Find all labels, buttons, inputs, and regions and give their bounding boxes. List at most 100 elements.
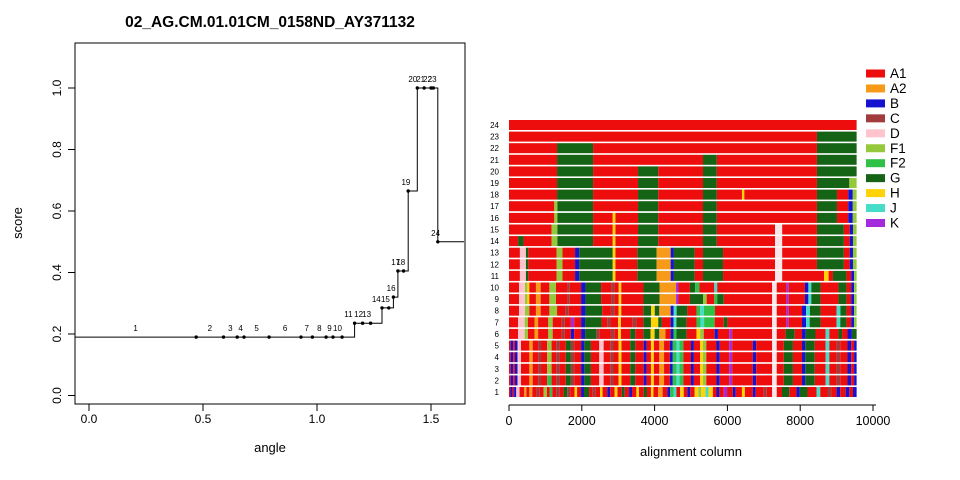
alignment-segment [847,375,852,386]
alignment-segment [635,363,644,374]
alignment-segment [540,305,550,316]
alignment-segment [799,387,808,397]
alignment-segment [851,363,855,374]
alignment-segment [517,363,522,374]
alignment-segment [543,387,547,397]
alignment-row: 15 [490,224,857,235]
alignment-segment [643,282,660,293]
alignment-segment [509,224,552,235]
alignment-segment [703,236,717,247]
alignment-segment [708,387,713,397]
x-axis-tick-label: 1.0 [309,412,326,426]
alignment-segment [849,178,857,188]
alignment-segment [836,212,849,223]
alignment-segment [703,247,724,258]
alignment-segment [792,340,803,351]
alignment-segment [570,328,575,339]
alignment-segment [581,340,585,351]
alignment-segment [755,387,764,397]
row-label: 24 [490,121,499,130]
alignment-segment [509,189,558,200]
alignment-segment [564,328,571,339]
alignment-segment [535,282,541,293]
alignment-segment [509,340,511,351]
alignment-segment [704,317,715,328]
alignment-segment [612,270,616,281]
alignment-segment [570,352,575,363]
alignment-segment [664,375,670,386]
alignment-segment [518,317,525,328]
alignment-segment [612,224,616,235]
alignment-segment [693,363,701,374]
alignment-segment [814,375,826,386]
alignment-segment [847,352,852,363]
alignment-segment [729,340,733,351]
alignment-segment [816,131,857,142]
alignment-segment [851,340,855,351]
point-label: 18 [396,258,405,267]
alignment-segment [703,340,707,351]
alignment-segment [804,294,809,305]
alignment-segment [825,375,830,386]
alignment-segment [525,259,529,270]
alignment-segment [612,247,616,258]
alignment-segment [691,375,694,386]
alignment-segment [610,375,614,386]
legend-swatch [866,114,885,123]
alignment-segment [618,352,622,363]
alignment-segment [811,294,821,305]
alignment-segment [703,270,724,281]
legend-swatch [866,189,885,198]
alignment-segment [806,305,810,316]
alignment-segment [559,387,564,397]
alignment-segment [836,317,841,328]
alignment-segment [556,340,560,351]
alignment-segment [783,352,793,363]
data-point [235,335,239,339]
alignment-segment [696,328,701,339]
alignment-segment [756,340,773,351]
alignment-segment [636,317,644,328]
alignment-segment [716,363,720,374]
alignment-segment [599,328,611,339]
alignment-segment [561,328,565,339]
alignment-segment [570,340,575,351]
legend-entry: A2 [866,81,907,96]
alignment-segment [716,201,817,212]
alignment-segment [772,282,777,293]
alignment-segment [854,317,857,328]
alignment-segment [615,236,639,247]
alignment-segment [673,328,677,339]
alignment-segment [615,259,638,270]
alignment-segment [555,282,568,293]
alignment-segment [672,363,677,374]
legend-swatch [866,99,885,108]
legend-entry: H [866,186,900,201]
alignment-segment [534,317,539,328]
alignment-segment [805,352,815,363]
alignment-segment [729,375,733,386]
alignment-segment [514,387,517,397]
alignment-segment [574,352,582,363]
alignment-segment [635,340,644,351]
alignment-row: 17 [490,201,857,211]
alignment-segment [716,154,817,165]
alignment-segment [603,352,611,363]
data-point [352,321,357,325]
legend-label: G [890,171,901,186]
alignment-segment [836,189,849,200]
alignment-segment [528,247,557,258]
alignment-segment [650,387,654,397]
alignment-row: 21 [490,154,857,165]
legend-swatch [866,219,885,227]
alignment-segment [723,270,776,281]
alignment-segment [519,247,526,258]
point-label: 15 [381,295,390,304]
alignment-segment [703,363,707,374]
alignment-segment [854,375,857,386]
alignment-segment [509,143,558,154]
alignment-segment [637,259,657,270]
alignment-segment [517,375,522,386]
alignment-segment [509,212,555,223]
alignment-segment [615,224,639,235]
